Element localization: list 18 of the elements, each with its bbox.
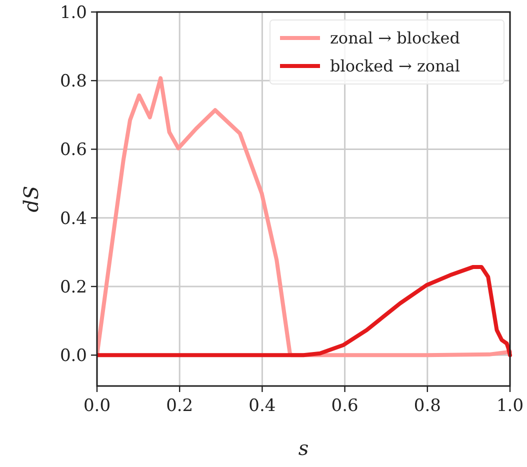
y-tick-label: 0.2 xyxy=(60,277,87,298)
y-axis-title: dS xyxy=(19,186,43,212)
line-series xyxy=(97,264,512,358)
y-tick-label: 0.8 xyxy=(60,72,87,92)
y-tick-label: 0.4 xyxy=(60,208,87,229)
x-tick-label: 0.4 xyxy=(248,396,276,416)
x-tick-label: 0.6 xyxy=(331,396,358,416)
x-axis-title: s xyxy=(298,436,309,460)
y-tick-label: 0.0 xyxy=(60,346,87,366)
y-tick-label: 0.6 xyxy=(60,140,87,160)
legend-label: zonal → blocked xyxy=(330,28,460,48)
legend-label: blocked → zonal xyxy=(330,56,460,76)
line-series xyxy=(97,76,512,358)
x-tick-label: 0.8 xyxy=(414,396,441,416)
x-tick-label: 0.2 xyxy=(166,396,194,416)
y-tick-label: 1.0 xyxy=(60,2,87,23)
x-tick-label: 0.0 xyxy=(83,396,111,416)
x-tick-label: 1.0 xyxy=(496,396,524,416)
